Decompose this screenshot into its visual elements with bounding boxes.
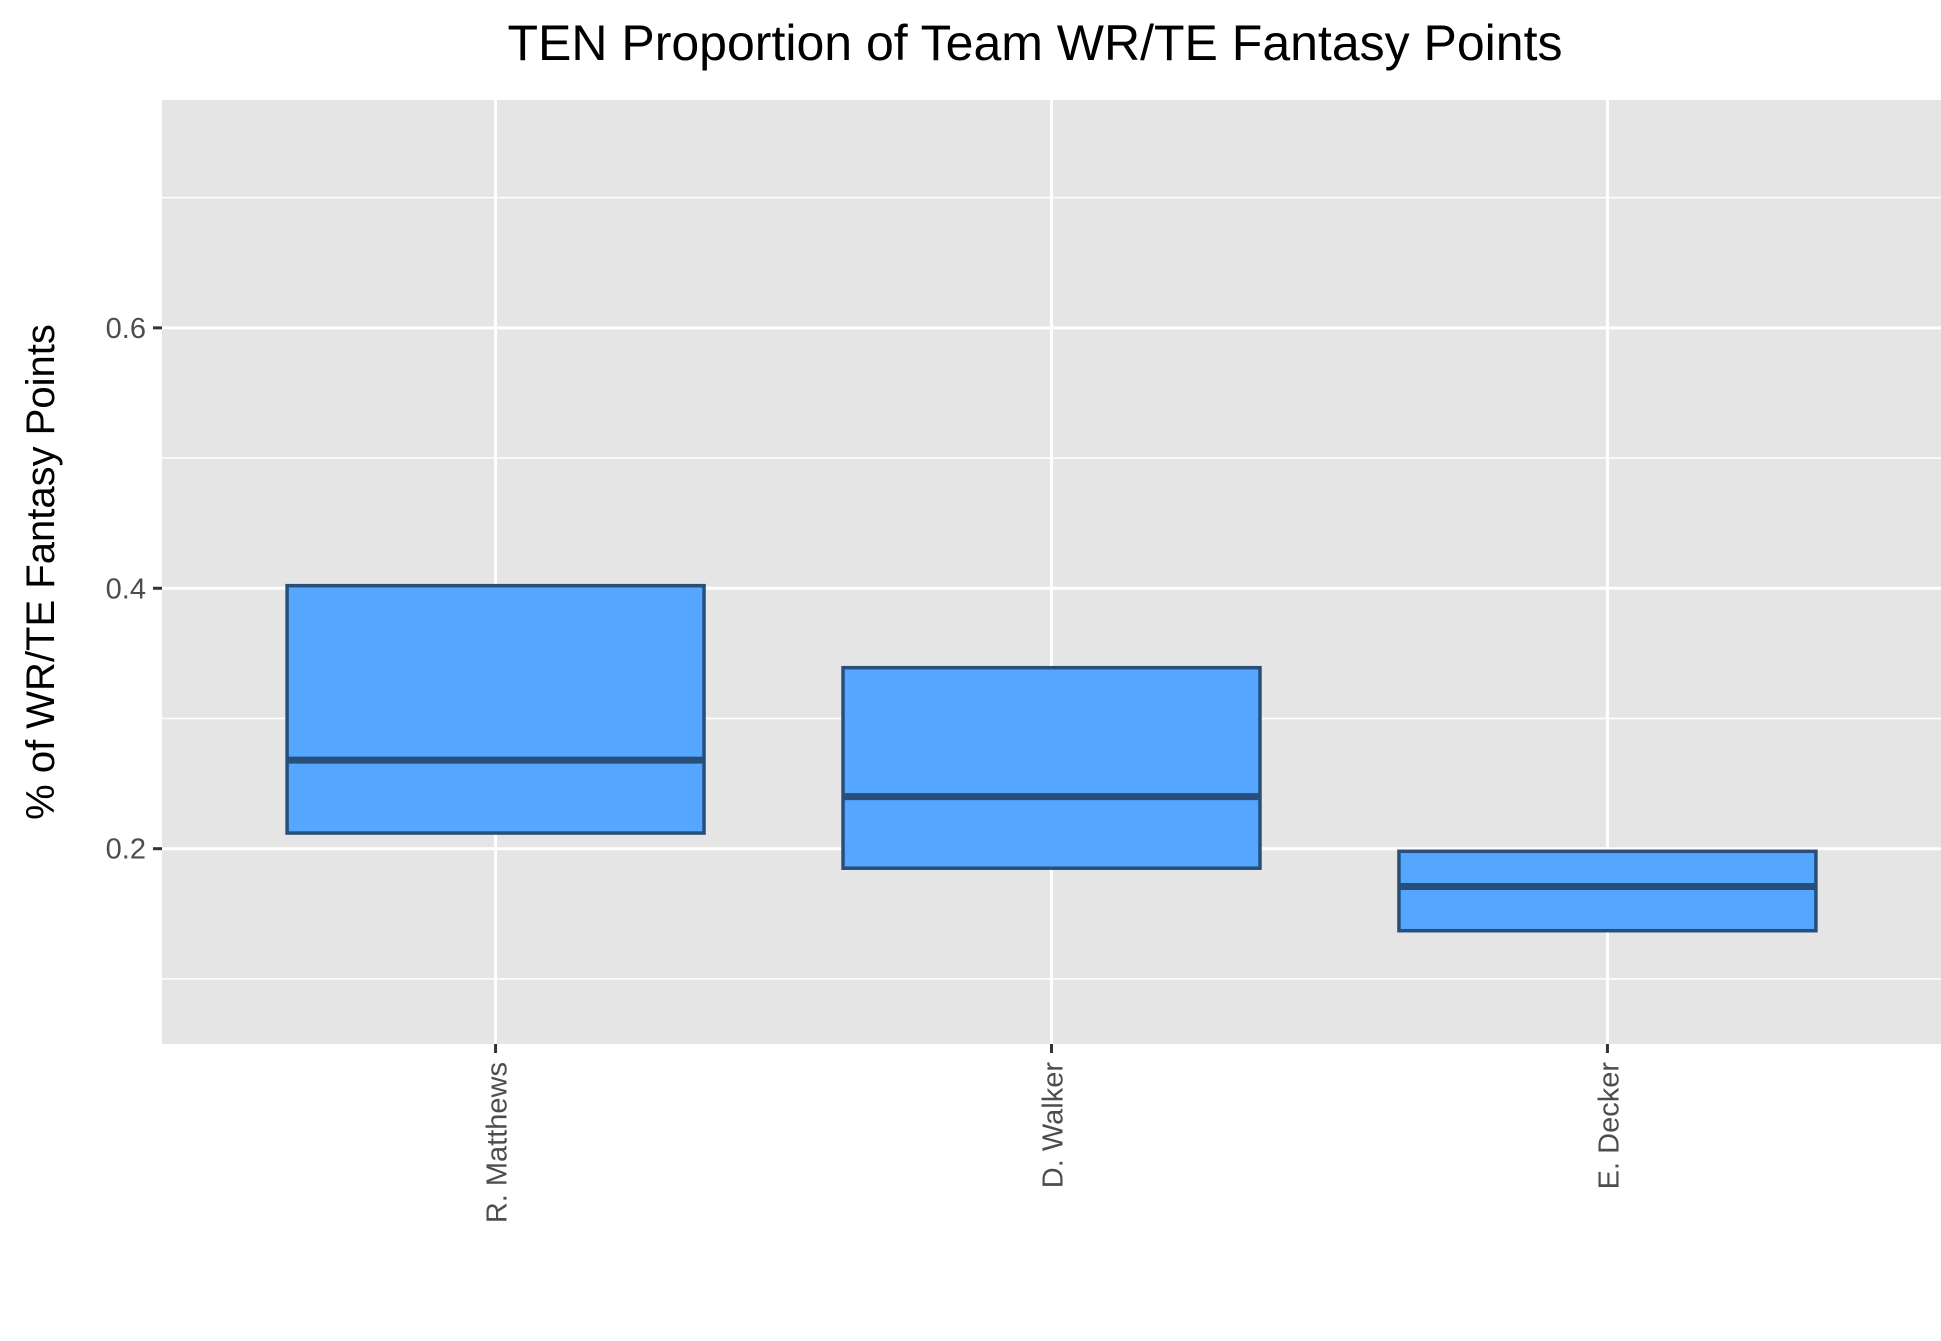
y-tick-label: 0.6 [106, 313, 146, 345]
chart-title: TEN Proportion of Team WR/TE Fantasy Poi… [507, 15, 1562, 71]
x-tick-label: D. Walker [1038, 1062, 1070, 1189]
box-3 [1397, 849, 1818, 933]
y-tick-label: 0.2 [106, 834, 146, 866]
boxes [285, 583, 1818, 933]
x-tick-label: R. Matthews [482, 1062, 514, 1223]
box-2 [841, 665, 1262, 870]
x-tick-label: E. Decker [1593, 1062, 1625, 1190]
y-axis: 0.2 0.4 0.6 [106, 313, 162, 866]
y-axis-label: % of WR/TE Fantasy Points [19, 324, 63, 820]
y-tick-label: 0.4 [106, 573, 146, 605]
box-1 [285, 583, 706, 835]
x-axis: R. Matthews D. Walker E. Decker [482, 1044, 1625, 1223]
